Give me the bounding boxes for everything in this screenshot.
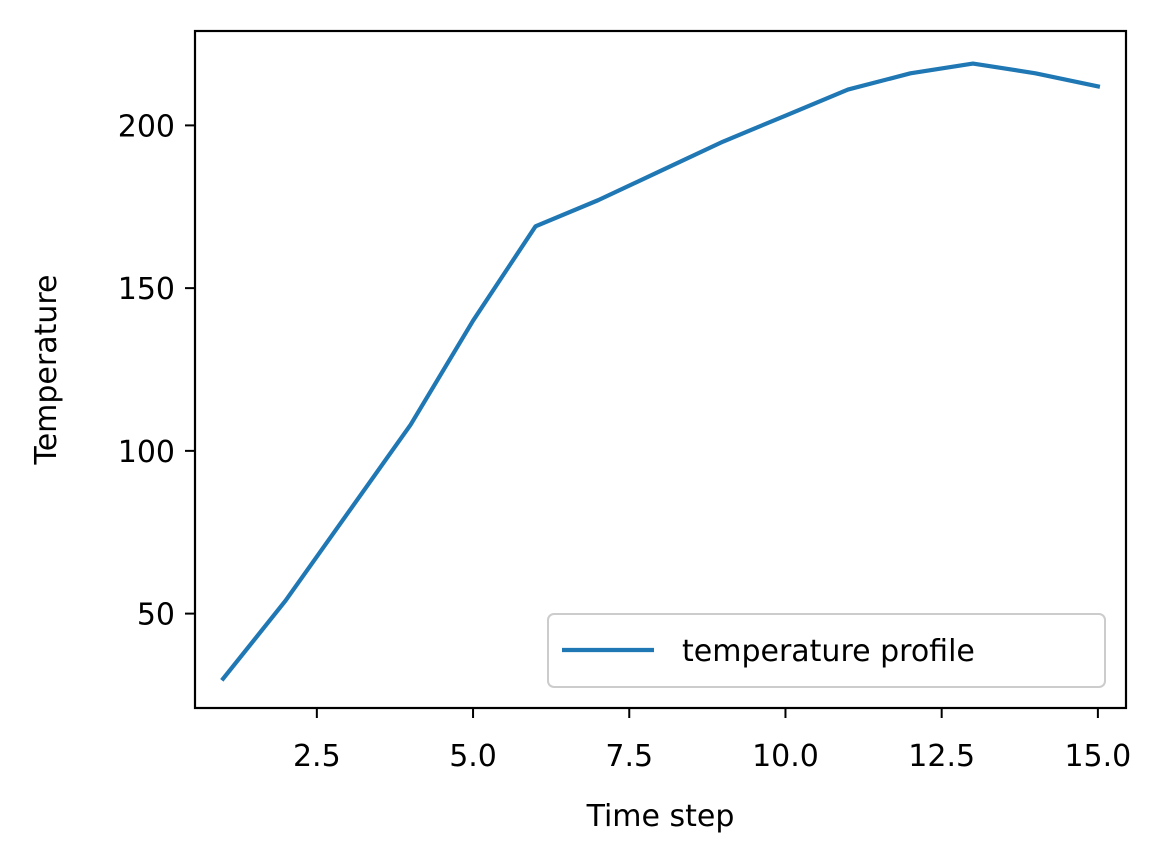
legend-label: temperature profile: [682, 634, 975, 669]
legend-box: [547, 613, 1106, 688]
y-tick-label: 50: [137, 598, 175, 633]
series-line-0: [220, 61, 1101, 682]
series-layer: [220, 61, 1101, 682]
y-tick-label: 100: [118, 435, 175, 470]
x-tick-label: 5.0: [449, 739, 497, 774]
y-axis-label: Temperature: [29, 274, 64, 465]
y-axis-ticks: 50 100 150 200: [118, 109, 195, 633]
x-axis-label: Time step: [586, 799, 735, 834]
x-axis-ticks: 2.5 5.0 7.5 10.0 12.5 15.0: [293, 708, 1131, 774]
x-tick-label: 12.5: [908, 739, 975, 774]
x-tick-label: 7.5: [605, 739, 653, 774]
x-tick-label: 10.0: [752, 739, 819, 774]
plot-frame: [193, 29, 1128, 710]
x-tick-label: 2.5: [293, 739, 341, 774]
x-tick-label: 15.0: [1064, 739, 1131, 774]
y-tick-label: 200: [118, 109, 175, 144]
y-tick-label: 150: [118, 272, 175, 307]
legend: temperature profile: [547, 613, 1106, 688]
